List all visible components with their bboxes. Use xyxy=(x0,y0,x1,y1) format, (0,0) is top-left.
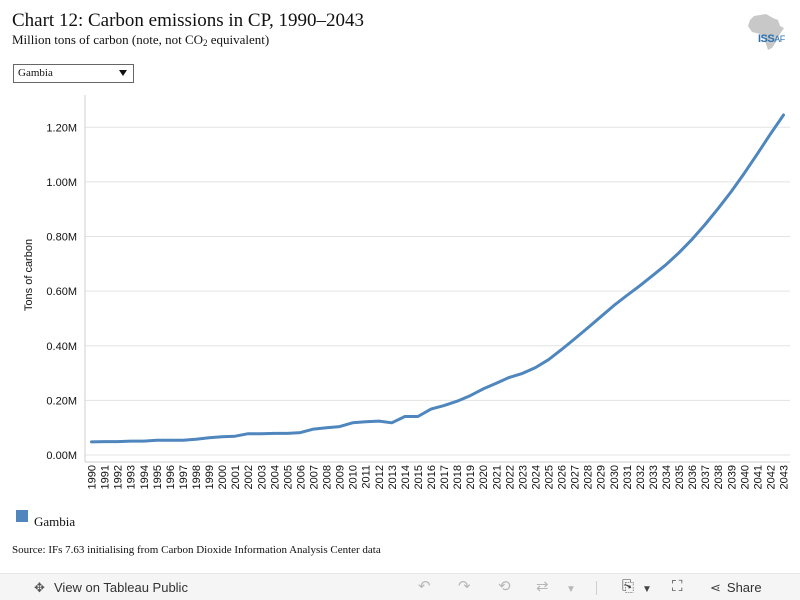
x-tick-label: 2019 xyxy=(465,465,477,489)
x-tick-label: 1991 xyxy=(100,465,112,489)
axes xyxy=(84,95,790,463)
chart-title: Chart 12: Carbon emissions in CP, 1990–2… xyxy=(12,10,365,31)
x-tick-label: 2012 xyxy=(374,465,386,489)
x-tick-label: 2037 xyxy=(700,465,712,489)
redo-icon[interactable]: ↷ xyxy=(458,578,471,595)
x-tick-label: 1995 xyxy=(152,465,164,489)
x-tick-label: 1997 xyxy=(178,465,190,489)
x-tick-label: 2017 xyxy=(439,465,451,489)
x-tick-label: 2011 xyxy=(361,465,373,489)
x-tick-label: 2040 xyxy=(739,465,751,489)
x-tick-label: 2020 xyxy=(478,465,490,489)
x-tick-label: 2033 xyxy=(648,465,660,489)
x-tick-label: 1998 xyxy=(191,465,203,489)
tableau-toolbar: ✥ View on Tableau Public ↶ ↷ ⟲ ⇄ ▼ ⎘ ▼ ⛶ … xyxy=(0,573,800,600)
revert-icon[interactable]: ⟲ xyxy=(498,578,511,595)
x-tick-label: 2014 xyxy=(400,465,412,489)
subtitle-subscript: 2 xyxy=(203,38,208,48)
x-tick-label: 2025 xyxy=(543,465,555,489)
y-axis-label: Tons of carbon xyxy=(23,239,35,311)
x-tick-label: 2026 xyxy=(557,465,569,489)
x-tick-label: 2009 xyxy=(335,465,347,489)
x-tick-label: 2031 xyxy=(622,465,634,489)
y-tick-label: 0.80M xyxy=(46,232,77,244)
toolbar-divider xyxy=(596,581,597,595)
x-tick-label: 2004 xyxy=(269,465,281,489)
x-tick-label: 2021 xyxy=(491,465,503,489)
view-on-tableau-button[interactable]: ✥ View on Tableau Public xyxy=(34,580,188,596)
refresh-dropdown-chevron-icon[interactable]: ▼ xyxy=(566,584,576,595)
y-tick-label: 0.60M xyxy=(46,286,77,298)
share-button[interactable]: ⋖ Share xyxy=(710,580,762,596)
x-tick-label: 2041 xyxy=(752,465,764,489)
y-tick-label: 0.40M xyxy=(46,341,77,353)
x-tick-label: 2000 xyxy=(217,465,229,489)
x-tick-label: 2043 xyxy=(778,465,790,489)
y-tick-labels: 0.00M 0.20M 0.40M 0.60M 0.80M 1.00M 1.20M xyxy=(46,122,77,462)
view-on-tableau-label: View on Tableau Public xyxy=(54,580,188,595)
y-tick-label: 0.00M xyxy=(46,450,77,462)
subtitle-text: Million tons of carbon (note, not CO xyxy=(12,32,204,47)
subtitle-text-end: equivalent) xyxy=(207,32,270,47)
x-tick-label: 2030 xyxy=(609,465,621,489)
x-tick-label: 2036 xyxy=(687,465,699,489)
x-tick-label: 2032 xyxy=(635,465,647,489)
x-tick-label: 2028 xyxy=(583,465,595,489)
x-tick-label: 2005 xyxy=(282,465,294,489)
x-tick-label: 2023 xyxy=(517,465,529,489)
x-tick-label: 2018 xyxy=(452,465,464,489)
x-tick-label: 2039 xyxy=(726,465,738,489)
x-tick-label: 2010 xyxy=(348,465,360,489)
x-tick-label: 2034 xyxy=(661,465,673,489)
x-tick-label: 2003 xyxy=(256,465,268,489)
x-tick-label: 2035 xyxy=(674,465,686,489)
share-label: Share xyxy=(726,580,762,595)
country-filter-dropdown[interactable]: Gambia xyxy=(13,64,134,83)
x-tick-label: 2022 xyxy=(504,465,516,489)
chevron-down-icon xyxy=(119,70,127,76)
x-tick-label: 2008 xyxy=(322,465,334,489)
download-icon[interactable]: ⎘ xyxy=(622,578,635,595)
refresh-icon[interactable]: ⇄ xyxy=(536,578,549,595)
legend-label: Gambia xyxy=(34,514,76,529)
x-tick-label: 1992 xyxy=(113,465,125,489)
x-tick-label: 1990 xyxy=(87,465,99,489)
legend-swatch xyxy=(16,510,28,522)
y-tick-label: 0.20M xyxy=(46,395,77,407)
share-icon: ⋖ xyxy=(710,580,721,595)
x-tick-label: 2001 xyxy=(230,465,242,489)
x-tick-labels: 1990 1991 1992 1993 1994 1995 1996 1997 1998 1999… xyxy=(87,465,791,489)
y-tick-label: 1.00M xyxy=(46,177,77,189)
x-tick-label: 1996 xyxy=(165,465,177,489)
move-icon: ✥ xyxy=(34,580,45,595)
gridlines xyxy=(85,126,790,456)
chart-subtitle: Million tons of carbon (note, not CO2 eq… xyxy=(12,32,269,48)
x-tick-label: 2013 xyxy=(387,465,399,489)
x-tick-label: 2042 xyxy=(765,465,777,489)
y-tick-label: 1.20M xyxy=(46,122,77,134)
download-chevron-icon[interactable]: ▼ xyxy=(642,584,652,595)
africa-logo-icon xyxy=(748,14,784,50)
dropdown-selected-value: Gambia xyxy=(18,67,53,79)
fullscreen-icon[interactable]: ⛶ xyxy=(672,578,683,595)
x-tick-label: 2027 xyxy=(570,465,582,489)
x-tick-label: 2015 xyxy=(413,465,425,489)
x-tick-label: 1994 xyxy=(139,465,151,489)
x-tick-label: 2006 xyxy=(295,465,307,489)
x-tick-label: 2038 xyxy=(713,465,725,489)
x-tick-label: 2007 xyxy=(308,465,320,489)
x-tick-label: 2002 xyxy=(243,465,255,489)
series-lines xyxy=(90,113,785,444)
x-tick-label: 1993 xyxy=(126,465,138,489)
source-note: Source: IFs 7.63 initialising from Carbo… xyxy=(12,544,381,556)
x-tick-label: 2016 xyxy=(426,465,438,489)
x-tick-label: 2024 xyxy=(530,465,542,489)
series-line-gambia[interactable] xyxy=(90,113,785,444)
line-chart: 0.00M 0.20M 0.40M 0.60M 0.80M 1.00M 1.20M 1990… xyxy=(23,95,791,489)
x-tick-label: 2029 xyxy=(596,465,608,489)
logo-text: ISSAF xyxy=(758,33,785,45)
x-tick-label: 1999 xyxy=(204,465,216,489)
undo-icon[interactable]: ↶ xyxy=(418,578,431,595)
